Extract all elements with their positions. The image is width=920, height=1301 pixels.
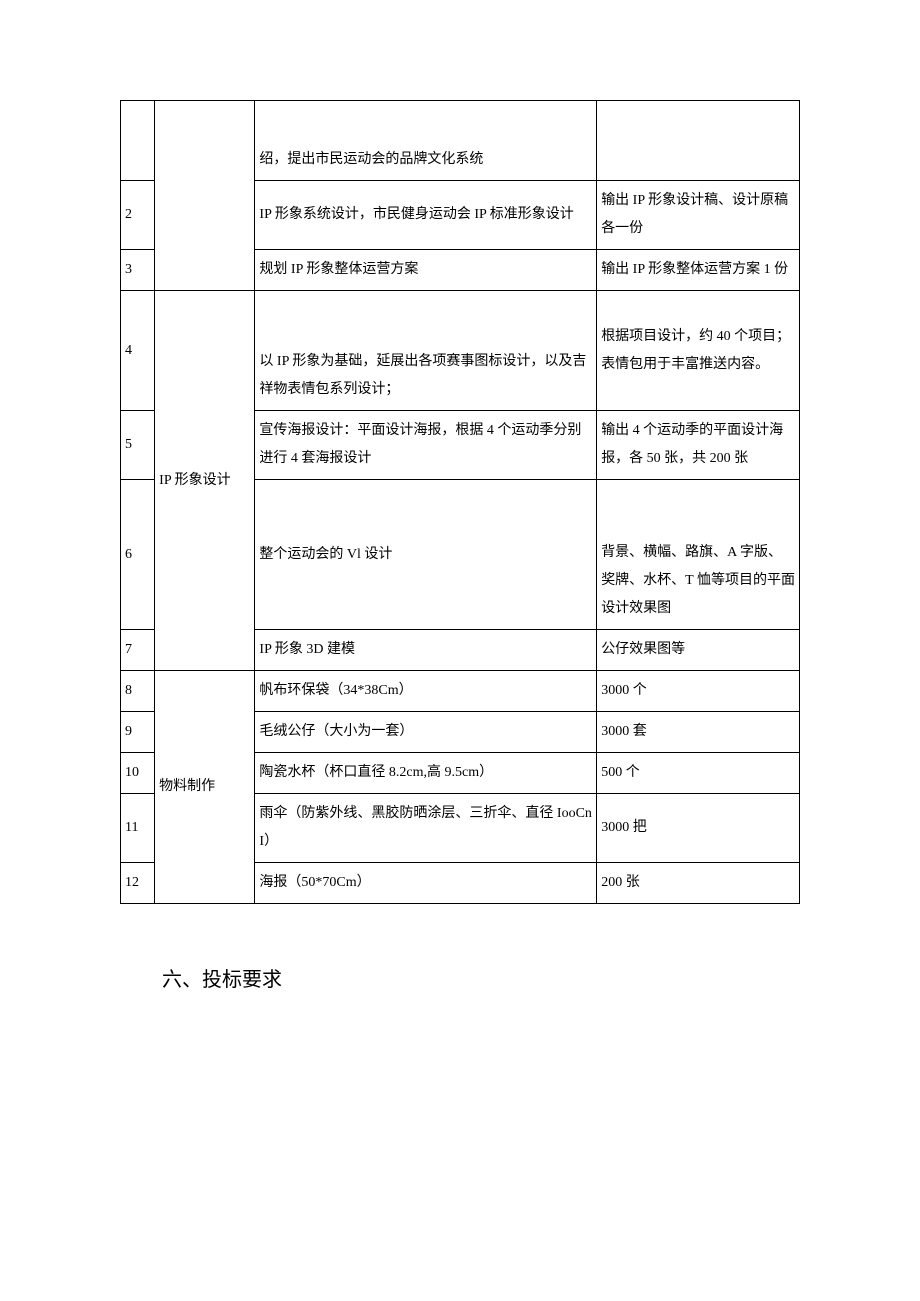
cell-out: 500 个 bbox=[597, 753, 800, 794]
cell-cat: 物料制作 bbox=[155, 671, 255, 904]
cell-num: 12 bbox=[121, 863, 155, 904]
cell-desc: 规划 IP 形象整体运营方案 bbox=[255, 250, 597, 291]
document-page: 绍，提出市民运动会的品牌文化系统 2 IP 形象系统设计，市民健身运动会 IP … bbox=[0, 0, 920, 1076]
cell-num: 4 bbox=[121, 291, 155, 411]
cell-out bbox=[597, 101, 800, 181]
section-heading: 六、投标要求 bbox=[162, 964, 800, 996]
cell-out: 输出 IP 形象设计稿、设计原稿各一份 bbox=[597, 181, 800, 250]
cell-out: 输出 4 个运动季的平面设计海报，各 50 张，共 200 张 bbox=[597, 411, 800, 480]
cell-desc: IP 形象 3D 建模 bbox=[255, 630, 597, 671]
cell-desc: 整个运动会的 Vl 设计 bbox=[255, 480, 597, 630]
cell-num: 9 bbox=[121, 712, 155, 753]
cell-num: 11 bbox=[121, 794, 155, 863]
cell-num: 2 bbox=[121, 181, 155, 250]
cell-out: 3000 个 bbox=[597, 671, 800, 712]
table-row: 绍，提出市民运动会的品牌文化系统 bbox=[121, 101, 800, 181]
cell-num: 3 bbox=[121, 250, 155, 291]
cell-num: 7 bbox=[121, 630, 155, 671]
table-row: 8 物料制作 帆布环保袋（34*38Cm） 3000 个 bbox=[121, 671, 800, 712]
cell-out: 200 张 bbox=[597, 863, 800, 904]
cell-num: 5 bbox=[121, 411, 155, 480]
table-row: 4 IP 形象设计 以 IP 形象为基础，延展出各项赛事图标设计，以及吉祥物表情… bbox=[121, 291, 800, 411]
cell-desc: 海报（50*70Cm） bbox=[255, 863, 597, 904]
cell-desc: 宣传海报设计：平面设计海报，根据 4 个运动季分别进行 4 套海报设计 bbox=[255, 411, 597, 480]
cell-out: 根据项目设计，约 40 个项目；表情包用于丰富推送内容。 bbox=[597, 291, 800, 411]
cell-num: 6 bbox=[121, 480, 155, 630]
requirements-table: 绍，提出市民运动会的品牌文化系统 2 IP 形象系统设计，市民健身运动会 IP … bbox=[120, 100, 800, 904]
cell-desc: 以 IP 形象为基础，延展出各项赛事图标设计，以及吉祥物表情包系列设计； bbox=[255, 291, 597, 411]
cell-out: 3000 把 bbox=[597, 794, 800, 863]
cell-desc: 雨伞（防紫外线、黑胶防晒涂层、三折伞、直径 IooCnI） bbox=[255, 794, 597, 863]
cell-desc: 帆布环保袋（34*38Cm） bbox=[255, 671, 597, 712]
cell-desc: 陶瓷水杯（杯口直径 8.2cm,高 9.5cm） bbox=[255, 753, 597, 794]
cell-num: 10 bbox=[121, 753, 155, 794]
cell-desc: IP 形象系统设计，市民健身运动会 IP 标准形象设计 bbox=[255, 181, 597, 250]
cell-num: 8 bbox=[121, 671, 155, 712]
cell-out: 公仔效果图等 bbox=[597, 630, 800, 671]
cell-num bbox=[121, 101, 155, 181]
cell-cat bbox=[155, 101, 255, 291]
cell-out: 背景、横幅、路旗、A 字版、奖牌、水杯、T 恤等项目的平面设计效果图 bbox=[597, 480, 800, 630]
cell-desc: 毛绒公仔（大小为一套） bbox=[255, 712, 597, 753]
cell-out: 3000 套 bbox=[597, 712, 800, 753]
cell-cat: IP 形象设计 bbox=[155, 291, 255, 671]
cell-desc: 绍，提出市民运动会的品牌文化系统 bbox=[255, 101, 597, 181]
cell-out: 输出 IP 形象整体运营方案 1 份 bbox=[597, 250, 800, 291]
